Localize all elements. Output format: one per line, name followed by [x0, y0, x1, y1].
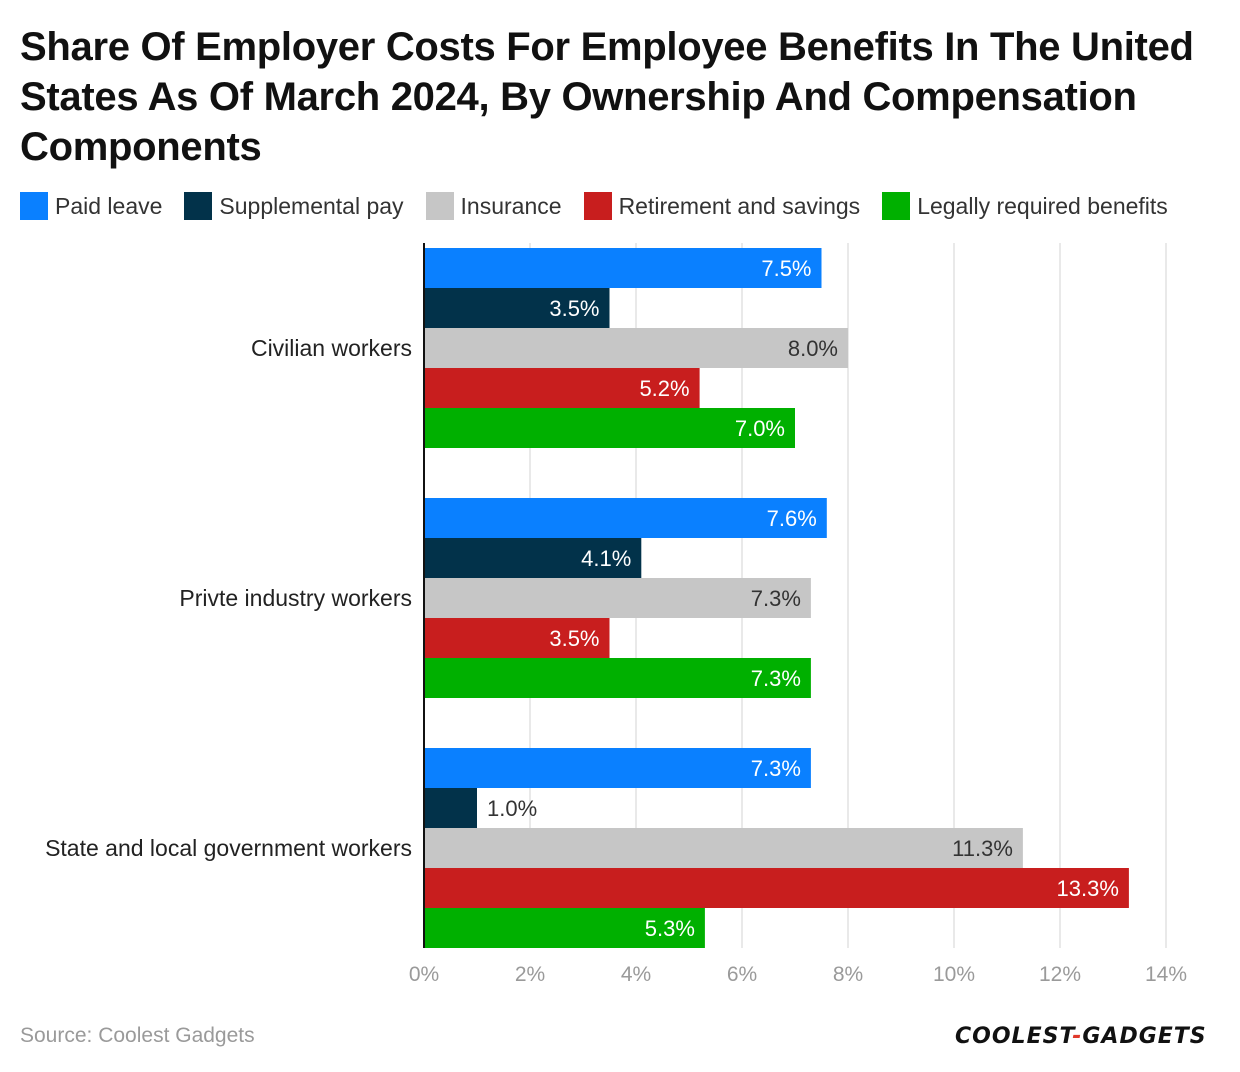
x-tick-label: 0% [409, 963, 439, 986]
x-tick-label: 4% [621, 963, 651, 986]
bar-paid-leave [424, 748, 811, 788]
legend-swatch [184, 192, 213, 220]
legend-item-supplemental-pay: Supplemental pay [184, 192, 404, 220]
legend-swatch [882, 192, 911, 220]
bar-retirement-and-savings [424, 868, 1129, 908]
source-note: Source: Coolest Gadgets [20, 1024, 255, 1047]
bar-legally-required-benefits [424, 908, 705, 948]
x-tick-label: 12% [1039, 963, 1081, 986]
x-tick-label: 10% [933, 963, 975, 986]
bar-retirement-and-savings [424, 368, 700, 408]
legend-swatch [583, 192, 612, 220]
legend-item-insurance: Insurance [425, 192, 562, 220]
bar-insurance [424, 328, 848, 368]
category-label: Privte industry workers [179, 585, 412, 611]
data-label: 13.3% [1057, 876, 1119, 901]
data-label: 7.6% [767, 506, 817, 531]
bar-supplemental-pay [424, 788, 477, 828]
legend-swatch [20, 192, 48, 220]
bar-supplemental-pay [424, 538, 642, 578]
brand-logo: COOLEST-GADGETS [955, 1024, 1207, 1049]
data-label: 11.3% [952, 836, 1013, 861]
legend-swatch [425, 192, 454, 220]
data-label: 5.3% [645, 916, 695, 941]
legend-label: Paid leave [55, 192, 163, 219]
legend-label: Insurance [460, 192, 562, 219]
category-label: State and local government workers [45, 835, 412, 861]
legend-label: Supplemental pay [219, 192, 404, 219]
x-tick-label: 14% [1145, 963, 1187, 986]
data-label: 5.2% [639, 376, 689, 401]
bar-paid-leave [424, 248, 822, 288]
bar-insurance [424, 828, 1023, 868]
chart-title: Share Of Employer Costs For Employee Ben… [20, 25, 1194, 169]
legend-label: Retirement and savings [618, 192, 861, 219]
x-tick-label: 2% [515, 963, 545, 986]
bar-insurance [424, 578, 811, 618]
bar-legally-required-benefits [424, 658, 811, 698]
x-tick-label: 6% [727, 963, 757, 986]
legend-item-paid-leave: Paid leave [20, 192, 162, 220]
legend-item-retirement-and-savings: Retirement and savings [583, 192, 861, 220]
data-label: 4.1% [581, 546, 631, 571]
x-tick-label: 8% [833, 963, 863, 986]
data-label: 7.3% [751, 756, 801, 781]
bar-paid-leave [424, 498, 827, 538]
data-label: 7.3% [751, 666, 801, 691]
legend: Paid leave Supplemental pay Insurance Retir… [20, 192, 1190, 220]
bar-retirement-and-savings [424, 618, 610, 658]
bar-supplemental-pay [424, 288, 610, 328]
data-label: 7.3% [751, 586, 801, 611]
data-label: 7.5% [761, 256, 811, 281]
data-label: 8.0% [788, 336, 838, 361]
data-label: 1.0% [487, 796, 537, 821]
data-label: 3.5% [549, 296, 599, 321]
legend-item-legally-required-benefits: Legally required benefits [882, 192, 1168, 220]
data-label: 3.5% [549, 626, 599, 651]
bar-legally-required-benefits [424, 408, 795, 448]
legend-label: Legally required benefits [917, 192, 1168, 219]
category-label: Civilian workers [251, 335, 412, 361]
data-label: 7.0% [735, 416, 785, 441]
